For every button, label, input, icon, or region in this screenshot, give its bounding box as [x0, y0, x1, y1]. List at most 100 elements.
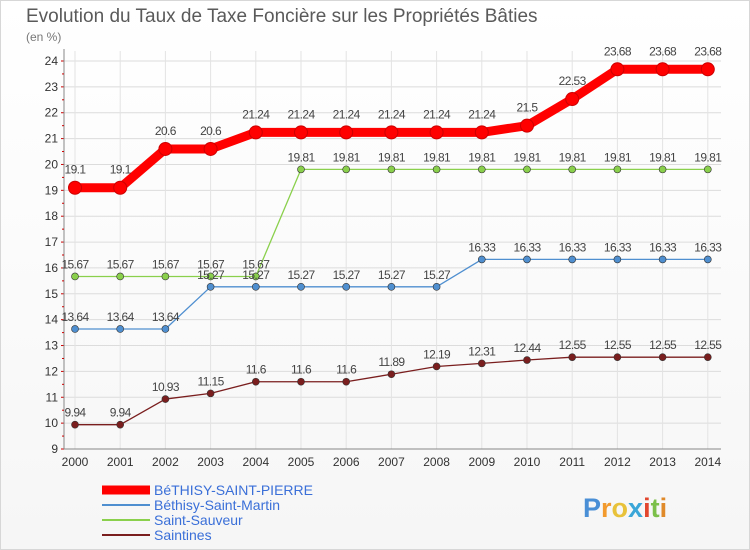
x-tick-label: 2010 [514, 455, 541, 469]
data-point [613, 165, 622, 174]
data-point [432, 165, 441, 174]
x-tick-label: 2011 [559, 455, 585, 469]
data-label: 19.81 [559, 150, 587, 164]
data-point [339, 125, 354, 140]
data-label: 13.64 [152, 310, 180, 324]
logo-letter: i [643, 493, 651, 523]
data-label: 15.27 [197, 268, 225, 282]
data-label: 23.68 [649, 44, 677, 58]
y-tick-label: 21 [45, 132, 59, 146]
data-point [116, 272, 124, 281]
data-label: 21.24 [333, 107, 361, 121]
x-tick-label: 2012 [604, 455, 631, 469]
data-point [206, 283, 215, 291]
data-point [523, 255, 531, 264]
data-label: 16.33 [559, 240, 587, 254]
data-point [658, 165, 667, 174]
data-label: 15.67 [242, 257, 270, 271]
y-tick-label: 20 [45, 157, 59, 171]
proxiti-logo: Proxiti [583, 493, 667, 523]
data-label: 21.5 [517, 101, 539, 115]
data-label: 15.27 [333, 268, 361, 282]
x-tick-label: 2004 [242, 455, 269, 469]
legend-label: Saintines [154, 527, 212, 543]
data-point [523, 356, 531, 364]
y-tick-label: 19 [45, 183, 59, 197]
data-point [252, 272, 260, 281]
x-tick-label: 2014 [694, 455, 721, 469]
data-point [384, 125, 399, 140]
data-label: 16.33 [649, 240, 677, 254]
logo-letter: r [601, 493, 612, 523]
data-label: 15.27 [423, 268, 451, 282]
legend: BéTHISY-SAINT-PIERREBéthisy-Saint-Martin… [102, 482, 313, 543]
x-tick-label: 2005 [288, 455, 315, 469]
y-tick-label: 12 [45, 364, 59, 378]
data-point [158, 141, 173, 156]
y-tick-label: 16 [45, 261, 59, 275]
data-point [387, 165, 396, 174]
data-label: 9.94 [110, 406, 132, 420]
x-tick-label: 2009 [468, 455, 495, 469]
data-label: 15.27 [242, 268, 270, 282]
y-tick-label: 10 [45, 416, 59, 430]
data-point [700, 62, 715, 77]
data-label: 21.24 [287, 107, 315, 121]
data-label: 19.81 [649, 150, 677, 164]
data-label: 19.81 [423, 150, 451, 164]
x-tick-label: 2008 [423, 455, 450, 469]
data-label: 23.68 [604, 44, 632, 58]
data-label: 13.64 [107, 310, 135, 324]
data-label: 19.81 [333, 150, 361, 164]
data-point [568, 255, 577, 264]
data-point [387, 283, 396, 291]
data-point [206, 272, 215, 281]
data-label: 12.44 [513, 341, 541, 355]
y-tick-label: 23 [45, 80, 59, 94]
data-point [342, 283, 351, 291]
data-point [568, 353, 577, 361]
x-tick-label: 2007 [378, 455, 405, 469]
data-point [568, 165, 577, 174]
data-label: 16.33 [468, 240, 496, 254]
x-tick-label: 2003 [197, 455, 224, 469]
data-label: 15.67 [197, 257, 225, 271]
data-label: 11.6 [291, 363, 312, 377]
data-point [477, 165, 486, 174]
data-point [297, 165, 305, 174]
chart-title: Evolution du Taux de Taxe Foncière sur l… [26, 6, 538, 27]
data-point [161, 325, 170, 333]
data-point [203, 141, 218, 156]
unit-label: (en %) [26, 30, 61, 44]
y-tick-label: 9 [51, 442, 58, 456]
legend-label: BéTHISY-SAINT-PIERRE [154, 482, 313, 498]
data-label: 21.24 [423, 107, 451, 121]
data-label: 19.81 [378, 150, 406, 164]
data-label: 19.81 [513, 150, 541, 164]
data-label: 12.55 [559, 338, 587, 352]
data-label: 19.81 [604, 150, 632, 164]
data-label: 11.6 [336, 363, 357, 377]
y-tick-label: 17 [45, 235, 59, 249]
data-label: 11.6 [246, 363, 267, 377]
data-point [658, 353, 667, 361]
data-point [658, 255, 667, 264]
logo-text: Proxiti [583, 493, 667, 523]
data-point [613, 255, 622, 264]
y-tick-label: 18 [45, 209, 59, 223]
y-tick-label: 11 [46, 390, 59, 404]
data-label: 19.81 [468, 150, 496, 164]
data-label: 21.24 [378, 107, 406, 121]
y-tick-label: 15 [45, 287, 59, 301]
data-label: 19.1 [110, 163, 132, 177]
data-point [429, 125, 444, 140]
logo-letter: x [628, 493, 643, 523]
data-point [520, 118, 534, 133]
data-labels: 9.94 9.94 10.93 11.15 11.6 11.6 11.6 11.89 12.19… [61, 44, 722, 419]
data-point [297, 377, 305, 386]
data-label: 16.33 [513, 240, 541, 254]
data-label: 21.24 [468, 107, 496, 121]
data-label: 15.27 [378, 268, 406, 282]
data-point [703, 255, 712, 264]
